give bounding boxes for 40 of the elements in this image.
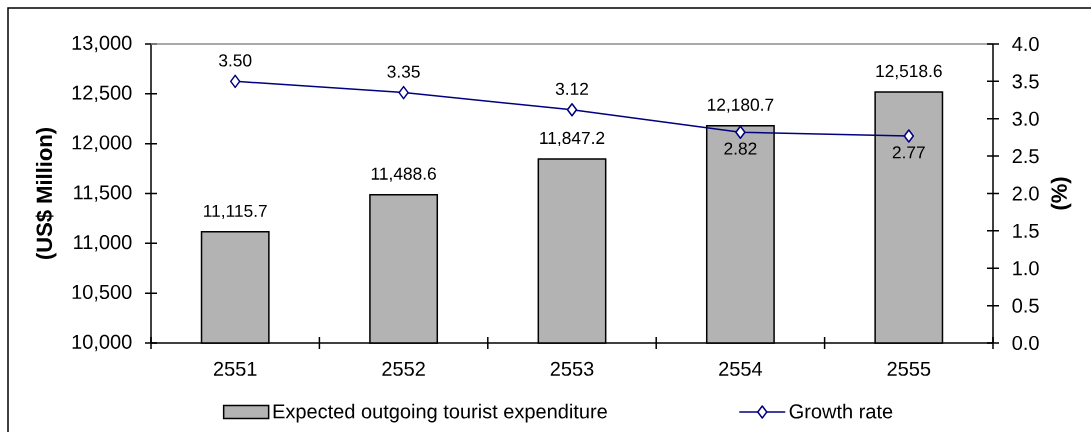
y2-tick-label: 3.0	[1012, 111, 1039, 126]
y2-tick-label: 2.0	[1012, 186, 1039, 201]
y2-tick-label: 0.0	[1012, 335, 1039, 351]
y2-axis-title: (%)	[1050, 177, 1072, 210]
point	[229, 74, 241, 89]
data-label: 11,115.7	[204, 204, 267, 220]
data-label: 12,180.7	[707, 98, 774, 113]
point	[735, 125, 746, 139]
point	[398, 85, 409, 100]
y-tick-label: 13,000	[72, 35, 132, 53]
data-label: 3.12	[555, 82, 588, 95]
data-label: 3.50	[219, 54, 252, 67]
y-tick-label: 11,500	[74, 185, 132, 202]
y2-tick-label: 1.0	[1013, 261, 1039, 276]
x-tick-label: 2553	[550, 361, 594, 376]
x-tick-label: 2554	[719, 361, 763, 376]
data-label: 2.77	[892, 146, 925, 159]
y-axis-title: (US$ Million)	[35, 127, 57, 260]
data-label: 2.82	[724, 142, 757, 155]
y2-tick-label: 1.5	[1013, 223, 1039, 238]
y2-tick-label: 3.5	[1012, 74, 1039, 89]
y-tick-label: 11,000	[74, 235, 132, 252]
data-label: 12,518.6	[876, 64, 942, 80]
y2-tick-label: 4.0	[1012, 36, 1039, 52]
y-tick-label: 12,500	[72, 85, 132, 103]
data-label: 11,847.2	[540, 131, 605, 147]
data-label: 3.35	[387, 65, 420, 78]
x-tick-label: 2552	[382, 361, 425, 376]
legend-label: Expected outgoing tourist expenditure	[273, 403, 607, 423]
x-tick-label: 2555	[887, 361, 931, 376]
y-tick-label: 12,000	[72, 135, 132, 152]
x-tick-label: 2551	[213, 361, 257, 376]
data-label: 11,488.6	[371, 167, 436, 182]
legend-label: Growth rate	[789, 403, 893, 419]
y-tick-label: 10,000	[72, 334, 132, 352]
point	[566, 103, 578, 117]
y-tick-label: 10,500	[72, 284, 132, 302]
y2-tick-label: 0.5	[1012, 298, 1039, 313]
point	[903, 129, 915, 143]
y2-tick-label: 2.5	[1012, 149, 1039, 164]
